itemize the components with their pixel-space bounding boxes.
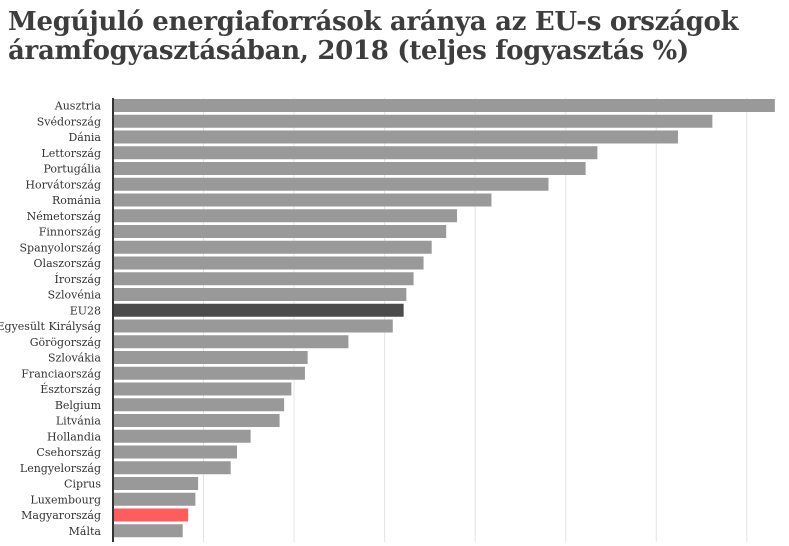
bar-belgium: [113, 398, 285, 412]
label-esztorszag: Észtország: [40, 382, 101, 396]
bar-irorszag: [113, 272, 414, 286]
label-csehorszag: Csehország: [36, 446, 101, 459]
label-lengyelorszag: Lengyelország: [20, 462, 101, 475]
bar-luxembourg: [113, 492, 196, 506]
label-finnorszag: Finnország: [39, 226, 101, 239]
bar-horvatorszag: [113, 177, 549, 191]
bar-portugalia: [113, 162, 586, 175]
label-gorogorszag: Görögország: [30, 336, 101, 349]
label-nemetorszag: Németország: [27, 210, 101, 223]
label-egyesult-kiralysag: Egyesült Királyság: [0, 320, 101, 333]
bar-lengyelorszag: [113, 461, 231, 475]
category-labels: Ausztria Svédország Dánia Lettország Portugá…: [0, 100, 102, 538]
bar-nemetorszag: [113, 209, 458, 223]
bar-olaszorszag: [113, 256, 424, 270]
label-irorszag: Írország: [54, 272, 101, 286]
label-belgium: Belgium: [55, 399, 102, 412]
label-olaszorszag: Olaszország: [34, 257, 101, 270]
label-svedorszag: Svédország: [37, 115, 101, 128]
label-luxembourg: Luxembourg: [30, 493, 101, 506]
bar-csehorszag: [113, 445, 238, 459]
label-litvania: Litvánia: [56, 415, 102, 428]
label-szlovakia: Szlovákia: [48, 352, 101, 365]
bar-franciaorszag: [113, 366, 305, 380]
bar-ciprus: [113, 477, 199, 490]
bar-romania: [113, 193, 492, 207]
label-eu28: EU28: [70, 304, 101, 317]
bar-esztorszag: [113, 382, 292, 396]
label-spanyolorszag: Spanyolország: [20, 241, 102, 254]
bar-ausztria: [113, 99, 775, 112]
chart-title: Megújuló energiaforrások aránya az EU-s …: [8, 7, 739, 66]
bar-szlovenia: [113, 288, 407, 301]
bar-litvania: [113, 414, 280, 427]
label-malta: Málta: [69, 525, 102, 538]
bar-szlovakia: [113, 351, 308, 364]
label-magyarorszag: Magyarország: [21, 509, 101, 522]
label-horvatorszag: Horvátország: [25, 178, 101, 191]
bar-dania: [113, 130, 678, 144]
label-ausztria: Ausztria: [54, 100, 102, 113]
bar-svedorszag: [113, 114, 713, 128]
bar-spanyolorszag: [113, 240, 432, 254]
label-romania: Románia: [52, 194, 101, 207]
bar-eu28: [113, 303, 404, 317]
label-ciprus: Ciprus: [64, 478, 101, 491]
label-lettorszag: Lettország: [41, 147, 101, 160]
bar-egyesult-kiralysag: [113, 319, 393, 333]
bar-gorogorszag: [113, 335, 349, 349]
bar-malta: [113, 524, 183, 538]
label-szlovenia: Szlovénia: [48, 289, 102, 302]
bars: [113, 99, 775, 538]
label-portugalia: Portugália: [43, 163, 101, 176]
bar-magyarorszag: [113, 508, 189, 522]
label-dania: Dánia: [68, 131, 101, 144]
label-hollandia: Hollandia: [47, 430, 101, 443]
bar-lettorszag: [113, 146, 598, 160]
label-franciaorszag: Franciaország: [21, 367, 101, 380]
bar-finnorszag: [113, 225, 447, 238]
bar-hollandia: [113, 429, 251, 443]
